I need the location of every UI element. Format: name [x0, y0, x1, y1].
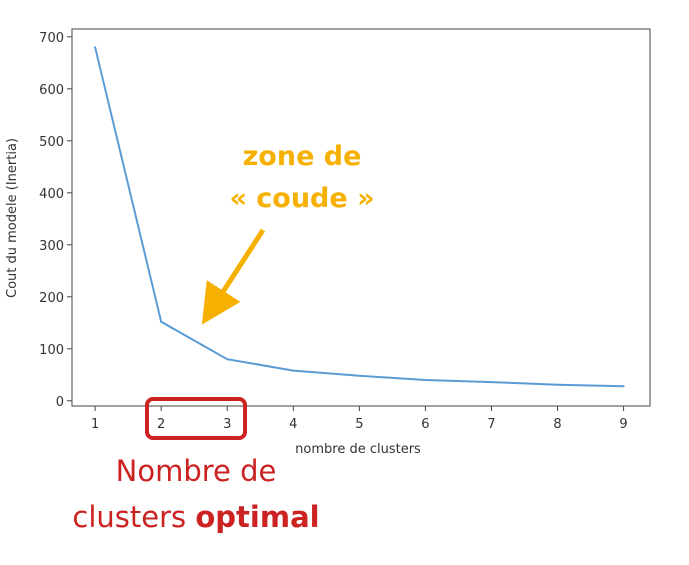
- data-point: [556, 383, 559, 386]
- x-tick-label: 8: [553, 417, 561, 432]
- optimal-annotation-bold: optimal: [195, 500, 319, 534]
- data-point: [358, 374, 361, 377]
- data-point: [622, 385, 625, 388]
- x-tick-label: 3: [223, 417, 231, 432]
- data-point: [424, 379, 427, 381]
- elbow-arrow-icon: [201, 228, 266, 325]
- x-axis-label: nombre de clusters: [295, 442, 421, 457]
- data-point: [292, 369, 295, 372]
- x-tick-label: 9: [619, 417, 627, 432]
- data-point: [160, 320, 163, 323]
- data-point: [94, 46, 97, 49]
- y-tick-label: 300: [39, 239, 64, 254]
- y-tick-label: 600: [39, 83, 64, 98]
- x-tick-label: 6: [421, 417, 429, 432]
- y-tick-label: 400: [39, 187, 64, 202]
- y-axis: 0 100 200 300 400 500 600 700: [39, 31, 72, 410]
- x-tick-label: 7: [487, 417, 495, 432]
- y-axis-label: Cout du modele (Inertia): [5, 138, 20, 298]
- x-axis: 1 2 3 4 5 6 7 8 9: [91, 406, 628, 432]
- x-tick-label: 4: [289, 417, 297, 432]
- plot-frame: [71, 28, 651, 407]
- optimal-annotation-line1: Nombre de: [116, 454, 277, 488]
- x-tick-label: 5: [355, 417, 363, 432]
- inertia-line: [94, 46, 624, 388]
- y-tick-label: 0: [56, 395, 64, 410]
- series-points: [94, 46, 625, 388]
- optimal-highlight-box: [145, 397, 247, 440]
- optimal-annotation-plain: clusters: [72, 500, 195, 534]
- elbow-annotation-line1: zone de: [243, 141, 362, 172]
- y-tick-label: 100: [39, 343, 64, 358]
- optimal-annotation-line2: clusters optimal: [72, 500, 319, 534]
- y-tick-label: 500: [39, 135, 64, 150]
- y-tick-label: 700: [39, 31, 64, 46]
- data-point: [226, 358, 229, 361]
- x-tick-label: 1: [91, 417, 99, 432]
- x-tick-label: 2: [157, 417, 165, 432]
- y-tick-label: 200: [39, 291, 64, 306]
- elbow-annotation-line2: « coude »: [229, 183, 374, 214]
- data-point: [490, 381, 493, 384]
